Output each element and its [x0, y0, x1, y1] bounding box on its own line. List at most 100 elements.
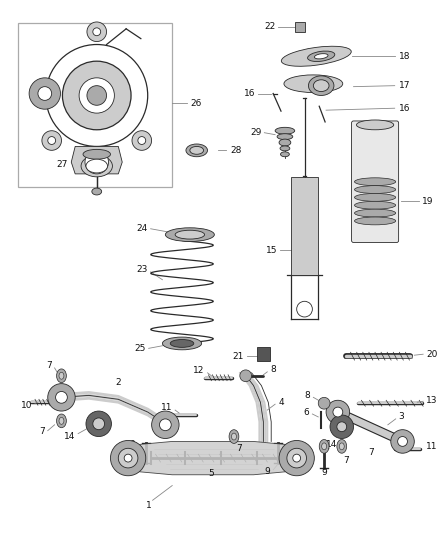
Bar: [291, 177, 318, 275]
Text: 8: 8: [270, 366, 276, 374]
Ellipse shape: [162, 337, 201, 350]
Text: 11: 11: [426, 442, 438, 451]
Text: 15: 15: [265, 246, 277, 255]
Ellipse shape: [186, 144, 208, 157]
Text: 19: 19: [422, 197, 434, 206]
Text: 14: 14: [326, 440, 338, 449]
Circle shape: [159, 419, 171, 431]
Text: 8: 8: [305, 391, 311, 400]
Ellipse shape: [57, 414, 67, 427]
Text: 4: 4: [278, 398, 284, 407]
Circle shape: [56, 391, 67, 403]
Ellipse shape: [357, 120, 394, 130]
Text: 3: 3: [399, 413, 404, 422]
Text: 29: 29: [250, 128, 261, 137]
Text: 27: 27: [56, 159, 67, 168]
Circle shape: [138, 136, 146, 144]
Ellipse shape: [281, 46, 351, 66]
Ellipse shape: [277, 134, 293, 140]
Circle shape: [87, 86, 106, 106]
Circle shape: [240, 370, 251, 382]
Text: 7: 7: [343, 456, 349, 465]
Ellipse shape: [279, 139, 291, 146]
Circle shape: [79, 78, 114, 113]
Circle shape: [293, 454, 300, 462]
Ellipse shape: [86, 159, 107, 173]
Text: 21: 21: [233, 352, 244, 361]
Text: 22: 22: [264, 22, 275, 31]
Text: 7: 7: [39, 427, 45, 436]
Ellipse shape: [81, 155, 113, 177]
Circle shape: [279, 440, 314, 476]
Circle shape: [391, 430, 414, 453]
Circle shape: [63, 61, 131, 130]
Text: 6: 6: [304, 408, 309, 417]
Text: 18: 18: [399, 52, 410, 61]
Ellipse shape: [170, 340, 194, 348]
Text: 5: 5: [208, 469, 214, 478]
Ellipse shape: [319, 440, 329, 453]
Circle shape: [110, 440, 146, 476]
Bar: [257, 348, 270, 361]
Circle shape: [85, 150, 109, 174]
Ellipse shape: [175, 230, 205, 239]
Ellipse shape: [280, 152, 290, 157]
Circle shape: [48, 136, 56, 144]
Ellipse shape: [354, 193, 396, 201]
Polygon shape: [71, 147, 122, 174]
Circle shape: [48, 384, 75, 411]
Ellipse shape: [307, 51, 335, 61]
Circle shape: [152, 411, 179, 439]
Text: 28: 28: [230, 146, 241, 155]
Circle shape: [29, 78, 60, 109]
Text: 26: 26: [191, 99, 202, 108]
Circle shape: [398, 437, 407, 446]
Ellipse shape: [284, 75, 343, 93]
Circle shape: [333, 407, 343, 417]
Circle shape: [42, 131, 61, 150]
Ellipse shape: [280, 146, 290, 151]
Ellipse shape: [354, 209, 396, 217]
Circle shape: [330, 415, 353, 439]
Ellipse shape: [232, 433, 237, 440]
Ellipse shape: [354, 185, 396, 193]
Circle shape: [318, 397, 330, 409]
Text: 23: 23: [136, 265, 148, 274]
Ellipse shape: [57, 369, 67, 383]
Ellipse shape: [92, 188, 102, 195]
Ellipse shape: [337, 440, 346, 453]
Ellipse shape: [83, 149, 110, 159]
Bar: [295, 22, 304, 32]
Circle shape: [287, 448, 307, 468]
Circle shape: [337, 422, 346, 432]
Text: 14: 14: [64, 432, 75, 441]
FancyBboxPatch shape: [352, 121, 399, 243]
Circle shape: [93, 28, 101, 36]
Circle shape: [87, 22, 106, 42]
Ellipse shape: [229, 430, 239, 443]
Text: 16: 16: [244, 89, 255, 98]
Text: 1: 1: [146, 500, 152, 510]
Circle shape: [124, 454, 132, 462]
Bar: [18, 23, 172, 187]
Ellipse shape: [339, 443, 344, 450]
Ellipse shape: [354, 201, 396, 209]
Ellipse shape: [308, 76, 334, 95]
Ellipse shape: [354, 217, 396, 225]
Text: 10: 10: [21, 401, 32, 410]
Text: 9: 9: [321, 469, 327, 478]
Text: 9: 9: [265, 467, 270, 477]
Ellipse shape: [275, 127, 295, 134]
Circle shape: [46, 45, 148, 147]
Text: 24: 24: [137, 224, 148, 233]
Polygon shape: [128, 441, 297, 475]
Text: 13: 13: [426, 396, 438, 405]
Circle shape: [297, 301, 312, 317]
Circle shape: [93, 418, 105, 430]
Text: 12: 12: [193, 366, 205, 375]
Ellipse shape: [321, 443, 327, 450]
Text: 17: 17: [399, 81, 410, 90]
Ellipse shape: [354, 178, 396, 185]
Text: 25: 25: [134, 344, 146, 353]
Ellipse shape: [59, 417, 64, 424]
